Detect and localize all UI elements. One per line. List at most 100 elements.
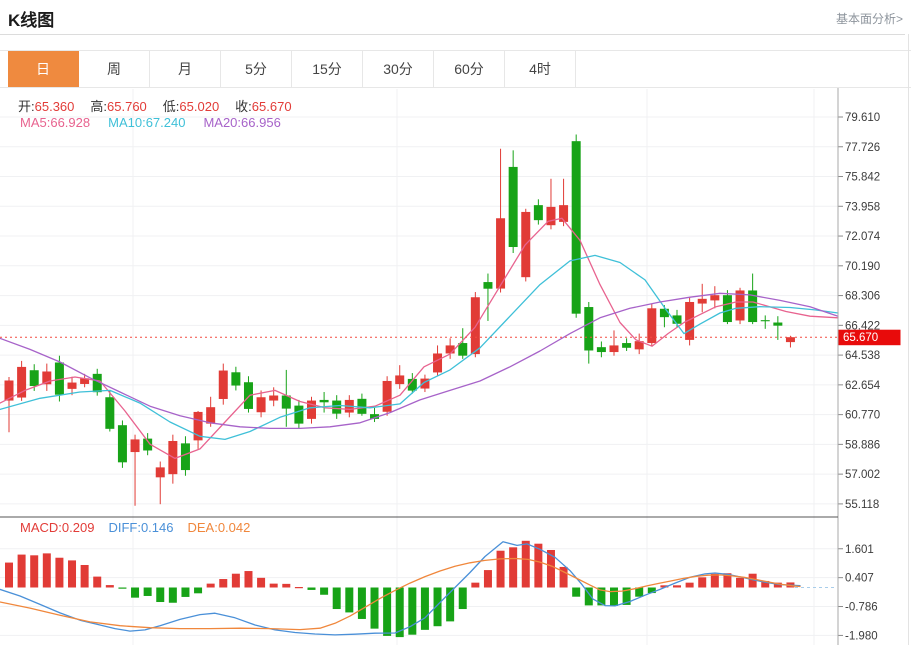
macd-diff-line bbox=[0, 541, 801, 636]
price-axis-label: 72.074 bbox=[845, 231, 881, 243]
candle-body bbox=[281, 395, 291, 409]
ma20-line bbox=[0, 292, 839, 430]
tab-m5[interactable]: 5分 bbox=[221, 51, 292, 87]
macd-bar bbox=[572, 587, 581, 597]
candle-body bbox=[357, 398, 367, 414]
macd-bar bbox=[17, 554, 26, 588]
macd-bar bbox=[458, 587, 467, 610]
tab-m30[interactable]: 30分 bbox=[363, 51, 434, 87]
macd-bar bbox=[546, 549, 555, 588]
tab-day[interactable]: 日 bbox=[8, 51, 79, 87]
candle-body bbox=[231, 372, 241, 386]
macd-bar bbox=[5, 562, 13, 588]
fundamental-analysis-link[interactable]: 基本面分析> bbox=[835, 12, 903, 26]
price-axis-label: 66.422 bbox=[845, 320, 880, 332]
macd-diff: DIFF:0.146 bbox=[108, 520, 174, 535]
macd-bar bbox=[55, 557, 64, 588]
candle-body bbox=[748, 290, 758, 323]
macd-bar bbox=[194, 587, 203, 594]
candle-body bbox=[483, 282, 493, 289]
candle-body bbox=[533, 205, 543, 221]
tab-week[interactable]: 周 bbox=[79, 51, 150, 87]
tab-h4[interactable]: 4时 bbox=[505, 51, 576, 87]
candle-body bbox=[180, 443, 190, 471]
macd-dea: DEA:0.042 bbox=[187, 520, 251, 535]
candle-body bbox=[546, 206, 556, 226]
macd-bar bbox=[143, 587, 152, 596]
macd-bar bbox=[294, 587, 303, 589]
candle-body bbox=[29, 370, 39, 387]
macd-bar bbox=[118, 587, 127, 589]
candle-body bbox=[42, 371, 52, 385]
last-price-badge bbox=[838, 329, 901, 346]
macd-bar bbox=[345, 587, 354, 613]
price-axis-label: 64.538 bbox=[845, 350, 880, 362]
candle-body bbox=[735, 290, 745, 321]
candle-body bbox=[206, 407, 216, 424]
candle-body bbox=[143, 438, 153, 451]
macd-bar bbox=[156, 587, 165, 603]
macd-bar bbox=[635, 587, 644, 597]
macd-bar bbox=[622, 587, 631, 605]
macd-bar bbox=[80, 564, 89, 588]
candle-body bbox=[622, 343, 632, 348]
macd-bar bbox=[647, 587, 656, 594]
page-title: K线图 bbox=[8, 11, 55, 30]
macd-bar bbox=[521, 540, 530, 588]
macd-bar bbox=[320, 587, 329, 595]
macd-bar bbox=[736, 577, 745, 588]
macd-bar bbox=[773, 582, 782, 588]
macd-dea-line bbox=[0, 557, 801, 631]
candle-body bbox=[17, 366, 27, 398]
macd-bar bbox=[370, 587, 379, 629]
candle-body bbox=[773, 322, 783, 326]
candle-body bbox=[445, 345, 455, 354]
macd-bar bbox=[408, 587, 417, 635]
price-axis-label: 58.886 bbox=[845, 439, 880, 451]
macd-bar bbox=[471, 582, 480, 588]
macd-bar bbox=[584, 587, 593, 606]
price-axis-label: 55.118 bbox=[845, 499, 879, 511]
macd-bar bbox=[307, 587, 316, 590]
macd-bar bbox=[433, 587, 442, 627]
candle-body bbox=[319, 399, 329, 403]
candle-body bbox=[508, 166, 518, 248]
candle-body bbox=[722, 295, 732, 323]
macd-bar bbox=[559, 566, 568, 588]
macd-bar bbox=[30, 555, 39, 588]
price-axis-label: 70.190 bbox=[845, 261, 880, 273]
macd-bar bbox=[168, 587, 177, 603]
candle-body bbox=[584, 307, 594, 351]
price-axis-label: 57.002 bbox=[845, 469, 880, 481]
ma5-line bbox=[0, 217, 839, 460]
macd-bar bbox=[446, 587, 455, 622]
tab-m60[interactable]: 60分 bbox=[434, 51, 505, 87]
macd-bar bbox=[105, 585, 114, 588]
ma-ma5: MA5:66.928 bbox=[20, 115, 91, 130]
candle-body bbox=[155, 467, 165, 478]
ohlc-low: 低:65.020 bbox=[162, 99, 220, 114]
macd-bar bbox=[534, 543, 543, 588]
tab-month[interactable]: 月 bbox=[150, 51, 221, 87]
candle-body bbox=[92, 373, 102, 393]
macd-bar bbox=[723, 573, 732, 588]
macd-bar bbox=[269, 583, 278, 588]
macd-bar bbox=[698, 577, 707, 588]
ma-readout: MA5:66.928 MA10:67.240 MA20:66.956 bbox=[20, 115, 281, 130]
macd-bar bbox=[673, 585, 682, 588]
macd-bar bbox=[597, 587, 606, 606]
macd-bar bbox=[332, 587, 341, 610]
macd-bar bbox=[68, 560, 77, 588]
last-price-badge-text: 65.670 bbox=[843, 332, 878, 344]
ma-ma20: MA20:66.956 bbox=[203, 115, 281, 130]
candle-body bbox=[67, 382, 77, 389]
ma-ma10: MA10:67.240 bbox=[108, 115, 186, 130]
macd-axis-label: -1.980 bbox=[845, 630, 878, 642]
price-axis-label: 75.842 bbox=[845, 172, 880, 184]
price-axis-label: 79.610 bbox=[845, 112, 880, 124]
tab-m15[interactable]: 15分 bbox=[292, 51, 363, 87]
macd-bar bbox=[420, 587, 429, 630]
macd-bar bbox=[660, 585, 669, 588]
